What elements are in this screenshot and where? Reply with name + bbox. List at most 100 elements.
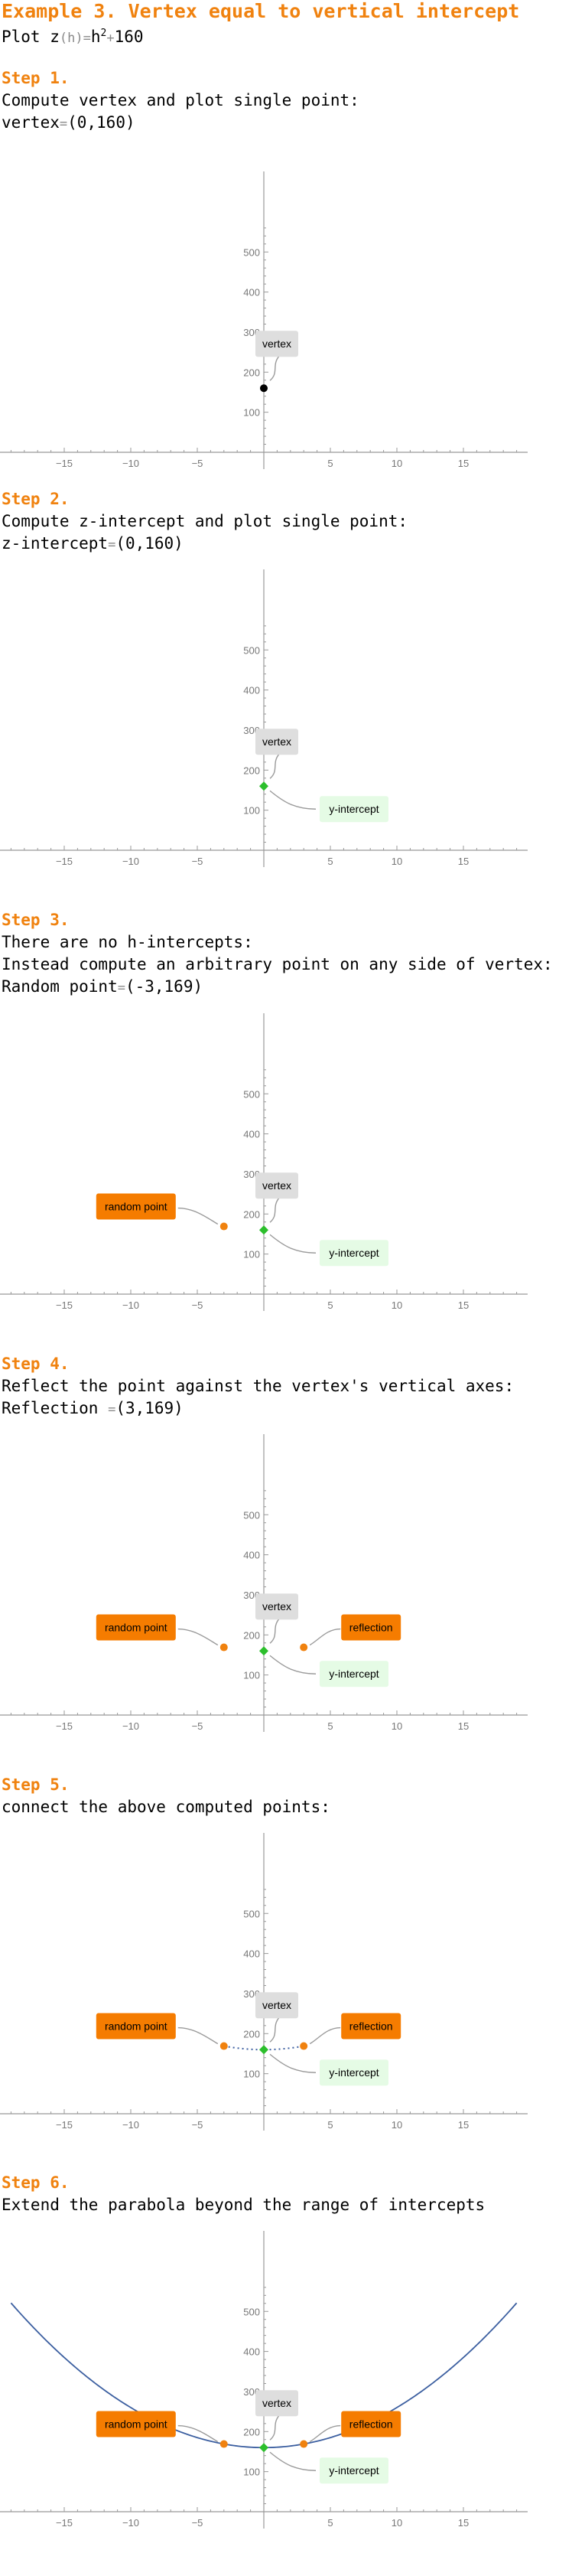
step-result-value: (0,160) xyxy=(115,534,184,553)
random-point-label: random point xyxy=(105,2020,167,2033)
chart-step-5: −15 −10 −5 5 10 15100200300400500vertexy-inte… xyxy=(0,1833,528,2131)
reflection-label-box xyxy=(341,1614,401,1641)
intercept-label-box xyxy=(320,2457,388,2484)
vertex-label: vertex xyxy=(262,1179,291,1192)
y-tick-label: 400 xyxy=(243,287,260,298)
chart-step-2: −15 −10 −5 5 10 15100200300400500vertexy-inte… xyxy=(0,569,528,867)
vertex-label: vertex xyxy=(262,1999,291,2011)
intercept-label: y-intercept xyxy=(329,803,379,815)
vertex-label-box xyxy=(255,729,298,755)
x-tick-label: 15 xyxy=(458,2119,469,2131)
step-text: Compute vertex and plot single point: xyxy=(2,91,359,109)
step-title: Step 3. xyxy=(2,911,70,929)
x-tick-label: −5 xyxy=(192,1299,203,1311)
reflection-point xyxy=(300,2440,308,2448)
x-tick-label: −10 xyxy=(122,2119,139,2131)
intercept-leader xyxy=(269,790,317,810)
y-tick-label: 400 xyxy=(243,1550,260,1561)
vertex-leader xyxy=(269,2017,280,2043)
x-tick-label: 10 xyxy=(392,856,402,867)
y-tick-label: 500 xyxy=(243,1509,260,1521)
y-tick-label: 400 xyxy=(243,1948,260,1960)
vertex-label-box xyxy=(255,1172,298,1199)
step-title: Step 4. xyxy=(2,1355,70,1373)
intercept-label-box xyxy=(320,796,388,823)
intercept-point xyxy=(259,1646,268,1656)
x-tick-label: −10 xyxy=(122,458,139,469)
reflection-leader xyxy=(309,2027,341,2045)
x-tick-label: 10 xyxy=(392,2119,402,2131)
x-tick-label: −15 xyxy=(56,458,73,469)
step-result-label: Random point xyxy=(2,977,118,996)
function-constant: 160 xyxy=(114,28,144,46)
reflection-leader xyxy=(309,2424,341,2443)
reflection-label: reflection xyxy=(349,2418,393,2431)
x-tick-label: 15 xyxy=(458,1720,469,1732)
x-tick-label: −15 xyxy=(56,2517,73,2529)
reflection-leader xyxy=(309,1628,341,1646)
x-tick-label: −10 xyxy=(122,2517,139,2529)
intercept-leader xyxy=(269,2451,317,2471)
step-title: Step 5. xyxy=(2,1775,70,1794)
x-tick-label: 5 xyxy=(327,458,333,469)
y-tick-label: 500 xyxy=(243,2306,260,2317)
x-tick-label: 10 xyxy=(392,1299,402,1311)
y-tick-label: 400 xyxy=(243,1129,260,1140)
reflection-point xyxy=(300,1643,308,1652)
chart-step-4: −15 −10 −5 5 10 15100200300400500vertexy-inte… xyxy=(0,1434,528,1732)
function-variable: h xyxy=(90,28,101,46)
intercept-leader xyxy=(269,1234,317,1254)
plot-function: Plot z(h)=h2+160 xyxy=(2,28,144,46)
y-tick-label: 200 xyxy=(243,2426,260,2437)
step-text: connect the above computed points: xyxy=(2,1798,330,1816)
random-point xyxy=(219,2440,228,2448)
random-point-label-box xyxy=(96,2411,176,2437)
y-tick-label: 200 xyxy=(243,1208,260,1220)
step-result: vertex=(0,160) xyxy=(2,113,135,132)
chart-step-3: −15 −10 −5 5 10 15100200300400500vertexy-inte… xyxy=(0,1013,528,1311)
y-tick-label: 100 xyxy=(243,2467,260,2478)
vertex-leader xyxy=(269,1618,280,1644)
step-title: Step 6. xyxy=(2,2173,70,2192)
x-tick-label: −5 xyxy=(192,1720,203,1732)
reflection-label: reflection xyxy=(349,1622,393,1634)
step-result-label: vertex xyxy=(2,113,60,132)
random-leader xyxy=(177,2027,219,2045)
x-tick-label: −5 xyxy=(192,458,203,469)
x-tick-label: 15 xyxy=(458,2517,469,2529)
x-tick-label: 5 xyxy=(327,856,333,867)
vertex-label-box xyxy=(255,1992,298,2019)
x-tick-label: 15 xyxy=(458,458,469,469)
reflection-point xyxy=(300,2042,308,2050)
y-tick-label: 200 xyxy=(243,1629,260,1641)
function-plus: + xyxy=(106,31,115,46)
intercept-label-box xyxy=(320,1661,388,1687)
intercept-label-box xyxy=(320,2059,388,2086)
chart-step-6: −15 −10 −5 5 10 15100200300400500vertexy-inte… xyxy=(0,2231,528,2529)
step-result: z-intercept=(0,160) xyxy=(2,534,184,553)
random-point-label: random point xyxy=(105,1201,167,1213)
x-tick-label: −15 xyxy=(56,1299,73,1311)
x-tick-label: 5 xyxy=(327,2517,333,2529)
intercept-point xyxy=(259,2443,268,2453)
step-result-equals: = xyxy=(59,116,68,132)
random-point-label-box xyxy=(96,2013,176,2040)
intercept-leader xyxy=(269,2053,317,2073)
vertex-label: vertex xyxy=(262,337,291,350)
vertex-label-box xyxy=(255,331,298,357)
random-point-label-box xyxy=(96,1614,176,1641)
x-tick-label: −15 xyxy=(56,2119,73,2131)
intercept-point xyxy=(259,781,268,791)
random-leader xyxy=(177,1628,219,1646)
vertex-leader xyxy=(269,2415,280,2441)
vertex-label: vertex xyxy=(262,1600,291,1612)
step-result-equals: = xyxy=(108,1402,116,1417)
intercept-point xyxy=(259,1225,268,1235)
intercept-label-box xyxy=(320,1240,388,1267)
step-text: Reflect the point against the vertex's v… xyxy=(2,1377,515,1395)
y-tick-label: 100 xyxy=(243,1249,260,1260)
random-point-label: random point xyxy=(105,2418,167,2431)
intercept-label: y-intercept xyxy=(329,1247,379,1259)
random-point xyxy=(219,1643,228,1652)
